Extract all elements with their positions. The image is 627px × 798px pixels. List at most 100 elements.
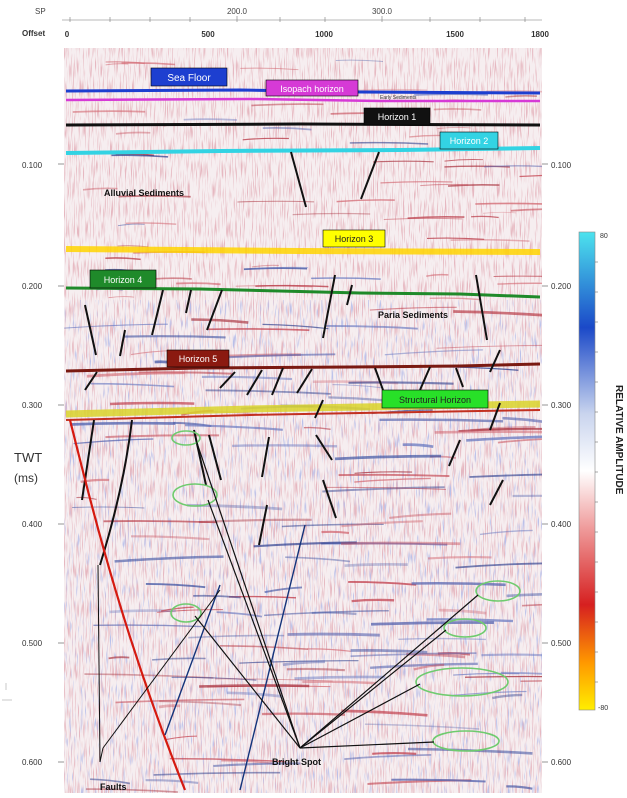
seismic-reflector bbox=[251, 264, 279, 268]
seismic-reflector bbox=[492, 693, 523, 700]
seismic-reflector bbox=[198, 518, 312, 524]
seismic-reflector bbox=[108, 656, 130, 660]
seismic-reflector bbox=[82, 187, 118, 191]
bright-spot-ellipse bbox=[171, 430, 201, 446]
seismic-reflector bbox=[332, 384, 381, 389]
seismic-reflector bbox=[117, 223, 145, 227]
seismic-reflector bbox=[157, 609, 223, 613]
seismic-reflector bbox=[183, 118, 237, 121]
seismic-reflector bbox=[444, 159, 484, 162]
seismic-reflector bbox=[338, 473, 450, 478]
seismic-reflector bbox=[398, 637, 486, 641]
seismic-reflector bbox=[239, 660, 359, 664]
seismic-reflector bbox=[505, 95, 537, 98]
seismic-reflector bbox=[436, 344, 542, 349]
offset-label: Offset bbox=[22, 29, 45, 38]
twt-tick-label-right: 0.300 bbox=[551, 401, 572, 410]
seismic-reflector bbox=[434, 430, 542, 434]
seismic-reflector bbox=[336, 199, 395, 203]
seismic-reflector bbox=[253, 541, 357, 548]
seismic-reflector bbox=[372, 752, 417, 755]
bright-spot-ellipses bbox=[170, 430, 521, 752]
seismic-reflector bbox=[145, 779, 199, 784]
seismic-reflector bbox=[125, 222, 177, 225]
seismic-reflector bbox=[86, 371, 185, 378]
seismic-reflector bbox=[497, 282, 542, 285]
horizon-label-box bbox=[89, 269, 157, 289]
seismic-reflector bbox=[109, 609, 176, 614]
seismic-reflector bbox=[426, 273, 449, 277]
seismic-reflector bbox=[389, 512, 452, 519]
seismic-reflector bbox=[450, 239, 530, 242]
twt-tick-label-right: 0.100 bbox=[551, 161, 572, 170]
seismic-section bbox=[64, 48, 542, 793]
seismic-reflector bbox=[191, 318, 249, 324]
seismic-reflector bbox=[414, 93, 489, 96]
seismic-reflector bbox=[482, 211, 517, 214]
bright-spot-ellipse bbox=[432, 730, 500, 752]
seismic-reflector bbox=[481, 653, 542, 657]
seismic-reflector bbox=[485, 90, 542, 93]
seismic-reflector bbox=[444, 165, 510, 168]
seismic-reflector bbox=[105, 63, 129, 66]
twt-left-ticks bbox=[58, 163, 64, 763]
seismic-reflector bbox=[193, 594, 241, 599]
seismic-reflector bbox=[303, 426, 331, 430]
seismic-reflector bbox=[285, 556, 351, 563]
seismic-reflector bbox=[90, 778, 131, 785]
seismic-reflector bbox=[321, 530, 350, 535]
seismic-reflector bbox=[264, 586, 303, 594]
seismic-reflector bbox=[123, 335, 226, 339]
bright-spot-leaders bbox=[194, 439, 479, 749]
seismic-reflector bbox=[226, 691, 283, 698]
seismic-reflector bbox=[402, 443, 434, 449]
bright-spot-ellipse bbox=[475, 580, 521, 602]
horizon-5-line bbox=[65, 362, 541, 373]
master-fault bbox=[68, 419, 187, 791]
twt-tick-label: 0.200 bbox=[22, 282, 43, 291]
seismic-reflector bbox=[510, 208, 542, 212]
seismic-reflector bbox=[438, 608, 487, 615]
sp-label: SP bbox=[35, 7, 46, 16]
seismic-reflector bbox=[335, 59, 384, 62]
twt-tick-label-right: 0.400 bbox=[551, 520, 572, 529]
seismic-reflector bbox=[411, 582, 506, 587]
seismic-reflector bbox=[145, 582, 206, 589]
seismic-reflector bbox=[169, 757, 285, 763]
seismic-reflector bbox=[344, 754, 432, 760]
seismic-reflector bbox=[455, 562, 542, 569]
seismic-reflector bbox=[348, 381, 454, 385]
colorbar-title: RELATIVE AMPLITUDE bbox=[613, 385, 624, 495]
seismic-reflector bbox=[497, 438, 542, 444]
seismic-reflector bbox=[349, 141, 429, 145]
twt-tick-label-right: 0.600 bbox=[551, 758, 572, 767]
horizon-label-text: Horizon 2 bbox=[450, 136, 489, 146]
paria-sediments-label: Paria Sediments bbox=[378, 310, 448, 320]
seismic-reflector bbox=[188, 634, 285, 639]
bright-spot-label: Bright Spot bbox=[272, 757, 321, 767]
seismic-reflector bbox=[369, 306, 457, 311]
twt-tick-label: 0.500 bbox=[22, 639, 43, 648]
seismic-reflector bbox=[93, 624, 202, 628]
seismic-reflector bbox=[199, 684, 310, 688]
seismic-reflector bbox=[130, 535, 210, 541]
seismic-reflector bbox=[242, 137, 289, 141]
horizon-label-text: Sea Floor bbox=[167, 73, 211, 84]
horizon-label-text: Horizon 5 bbox=[179, 354, 218, 364]
seismic-reflector bbox=[391, 778, 486, 783]
horizon-label-box bbox=[439, 131, 499, 150]
bright-spot-ellipse bbox=[170, 603, 202, 623]
seismic-reflector bbox=[348, 581, 417, 586]
seismic-reflector bbox=[159, 700, 242, 707]
seismic-reflector bbox=[251, 103, 324, 107]
seismic-reflector bbox=[105, 257, 141, 261]
twt-tick-label: 0.400 bbox=[22, 520, 43, 529]
twt-axis-title: TWT bbox=[14, 450, 42, 465]
bright-spot-ellipse bbox=[415, 667, 509, 697]
colorbar-ticks bbox=[595, 261, 598, 683]
seismic-reflector bbox=[118, 195, 191, 198]
horizon-label-box bbox=[381, 389, 489, 409]
seismic-reflector bbox=[453, 310, 542, 317]
seismic-reflector bbox=[108, 296, 135, 299]
